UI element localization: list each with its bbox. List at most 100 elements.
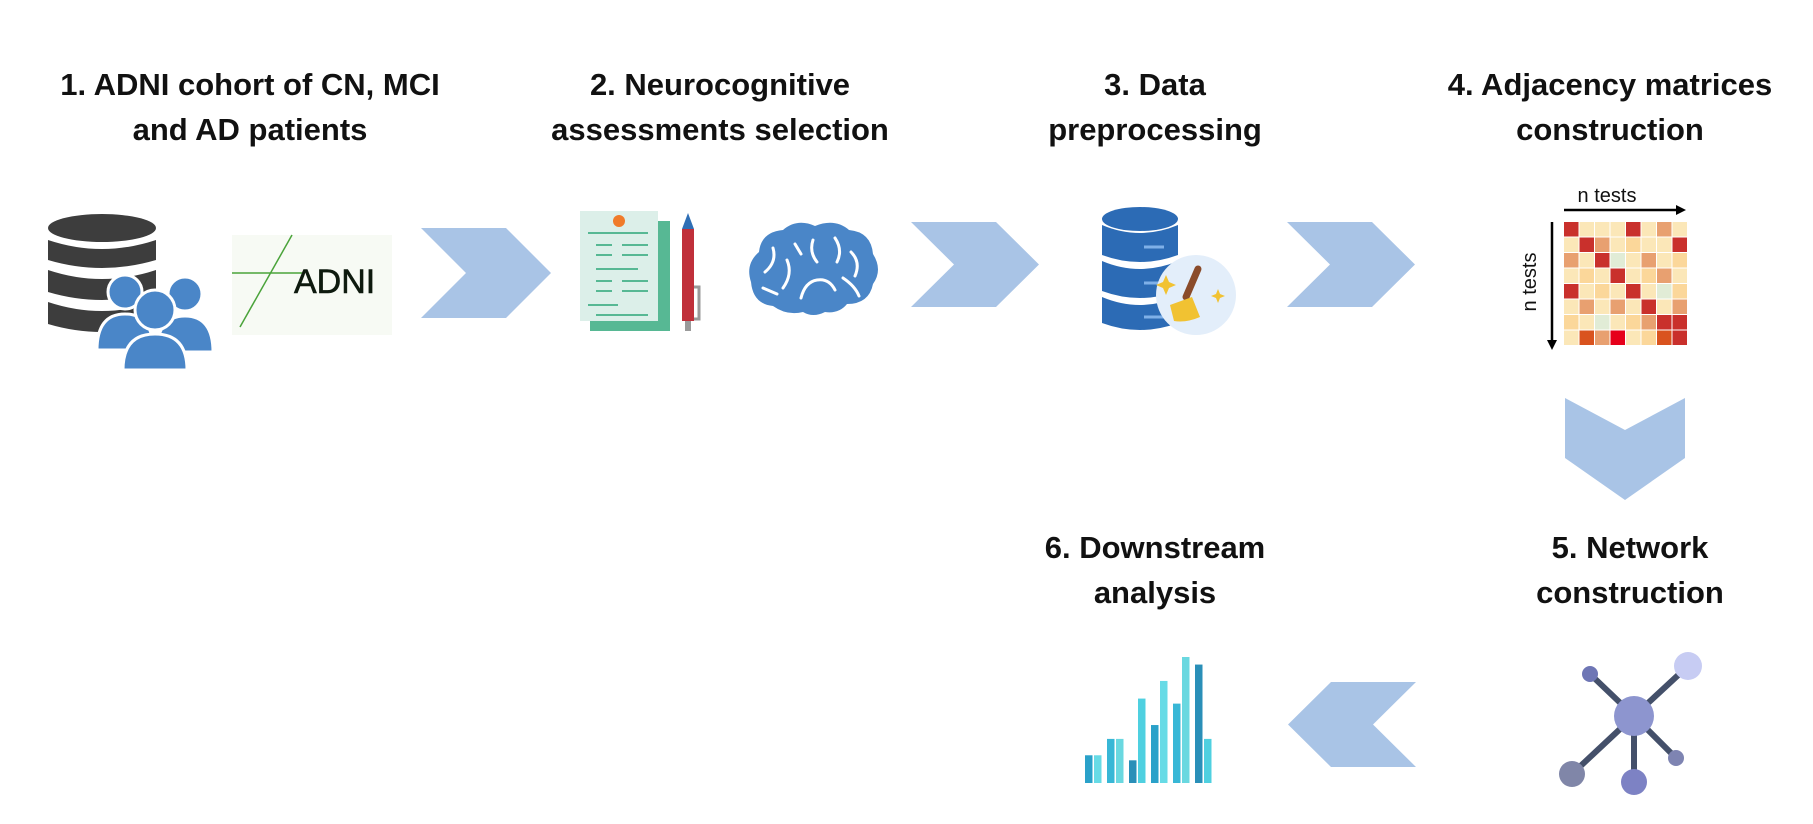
matrix-cell — [1626, 268, 1641, 283]
step-6-title: 6. Downstream analysis — [1000, 525, 1310, 615]
matrix-y-axis-label: n tests — [1519, 253, 1541, 312]
matrix-cell — [1641, 268, 1656, 283]
database-users-icon — [48, 214, 215, 372]
step-1-title-line1: 1. ADNI cohort of CN, MCI — [60, 67, 440, 102]
database-clean-icon — [1102, 207, 1236, 335]
step-3-title: 3. Data preprocessing — [1000, 62, 1310, 152]
matrix-cell — [1626, 315, 1641, 330]
matrix-cell — [1579, 330, 1594, 345]
matrix-cell — [1672, 253, 1687, 268]
adni-logo-text: ADNI — [294, 263, 375, 301]
matrix-cell — [1564, 315, 1579, 330]
matrix-cell — [1595, 330, 1610, 345]
bar-chart-bar — [1204, 738, 1212, 783]
matrix-cell — [1595, 284, 1610, 299]
matrix-cell — [1641, 222, 1656, 237]
matrix-cell — [1595, 253, 1610, 268]
arrow-4-to-5 — [1565, 398, 1685, 500]
step-3-title-line2: preprocessing — [1048, 112, 1262, 147]
bar-chart-bar — [1129, 760, 1137, 783]
matrix-cell — [1579, 253, 1594, 268]
matrix-cell — [1672, 237, 1687, 252]
adjacency-matrix-figure: n tests n tests — [1519, 185, 1687, 350]
matrix-cell — [1657, 268, 1672, 283]
arrow-3-to-4 — [1287, 222, 1415, 307]
step-2-title-line2: assessments selection — [551, 112, 889, 147]
matrix-cell — [1564, 222, 1579, 237]
matrix-cell — [1672, 299, 1687, 314]
matrix-cell — [1641, 299, 1656, 314]
step-3-title-line1: 3. Data — [1104, 67, 1206, 102]
step-5-title-line2: construction — [1536, 575, 1724, 610]
bar-chart-bars — [1085, 657, 1212, 783]
bar-chart-bar — [1151, 725, 1159, 783]
matrix-cell — [1641, 315, 1656, 330]
bar-chart-bar — [1085, 755, 1093, 783]
matrix-cell — [1626, 253, 1641, 268]
matrix-cell — [1610, 222, 1625, 237]
arrow-1-to-2 — [421, 228, 551, 318]
adni-logo: ADNI — [232, 234, 392, 335]
matrix-cell — [1672, 284, 1687, 299]
matrix-cell — [1641, 284, 1656, 299]
matrix-cell — [1579, 284, 1594, 299]
matrix-cell — [1641, 237, 1656, 252]
matrix-cell — [1610, 284, 1625, 299]
step-4-title: 4. Adjacency matrices construction — [1420, 62, 1800, 152]
matrix-cell — [1657, 253, 1672, 268]
step-5-title-line1: 5. Network — [1551, 530, 1709, 565]
matrix-cell — [1641, 330, 1656, 345]
matrix-cell — [1595, 222, 1610, 237]
brain-icon — [749, 222, 878, 315]
matrix-cell — [1610, 315, 1625, 330]
bar-chart-bar — [1116, 738, 1124, 783]
bar-chart-bar — [1173, 703, 1181, 783]
bar-chart-bar — [1160, 680, 1168, 783]
bar-chart-icon — [1085, 657, 1212, 783]
bar-chart-bar — [1138, 698, 1146, 783]
step-2-title: 2. Neurocognitive assessments selection — [520, 62, 920, 152]
matrix-cell — [1657, 284, 1672, 299]
matrix-cell — [1610, 299, 1625, 314]
step-4-title-line2: construction — [1516, 112, 1704, 147]
step-1-title-line2: and AD patients — [132, 112, 368, 147]
bar-chart-bar — [1195, 664, 1203, 783]
matrix-cell — [1564, 237, 1579, 252]
matrix-cell — [1610, 330, 1625, 345]
matrix-cell — [1564, 299, 1579, 314]
step-6-title-line1: 6. Downstream — [1044, 530, 1266, 565]
matrix-cell — [1564, 268, 1579, 283]
matrix-cell — [1595, 237, 1610, 252]
arrow-2-to-3 — [911, 222, 1039, 307]
matrix-cell — [1564, 253, 1579, 268]
matrix-cell — [1564, 284, 1579, 299]
matrix-cell — [1657, 330, 1672, 345]
matrix-x-axis-label: n tests — [1578, 185, 1637, 207]
matrix-cells — [1564, 222, 1687, 345]
matrix-cell — [1672, 268, 1687, 283]
matrix-cell — [1579, 299, 1594, 314]
matrix-cell — [1626, 299, 1641, 314]
matrix-cell — [1672, 330, 1687, 345]
matrix-cell — [1657, 315, 1672, 330]
arrow-5-to-6 — [1288, 682, 1416, 767]
matrix-cell — [1626, 330, 1641, 345]
matrix-cell — [1657, 237, 1672, 252]
matrix-cell — [1641, 253, 1656, 268]
matrix-cell — [1610, 253, 1625, 268]
bar-chart-bar — [1094, 755, 1102, 783]
step-1-title: 1. ADNI cohort of CN, MCI and AD patient… — [30, 62, 470, 152]
matrix-cell — [1626, 237, 1641, 252]
matrix-cell — [1595, 315, 1610, 330]
step-6-title-line2: analysis — [1093, 575, 1217, 610]
matrix-cell — [1579, 315, 1594, 330]
matrix-cell — [1626, 284, 1641, 299]
matrix-cell — [1564, 330, 1579, 345]
document-pen-icon — [580, 211, 701, 331]
matrix-cell — [1672, 222, 1687, 237]
step-5-title: 5. Network construction — [1480, 525, 1780, 615]
matrix-cell — [1657, 299, 1672, 314]
bar-chart-bar — [1182, 657, 1190, 783]
matrix-cell — [1626, 222, 1641, 237]
